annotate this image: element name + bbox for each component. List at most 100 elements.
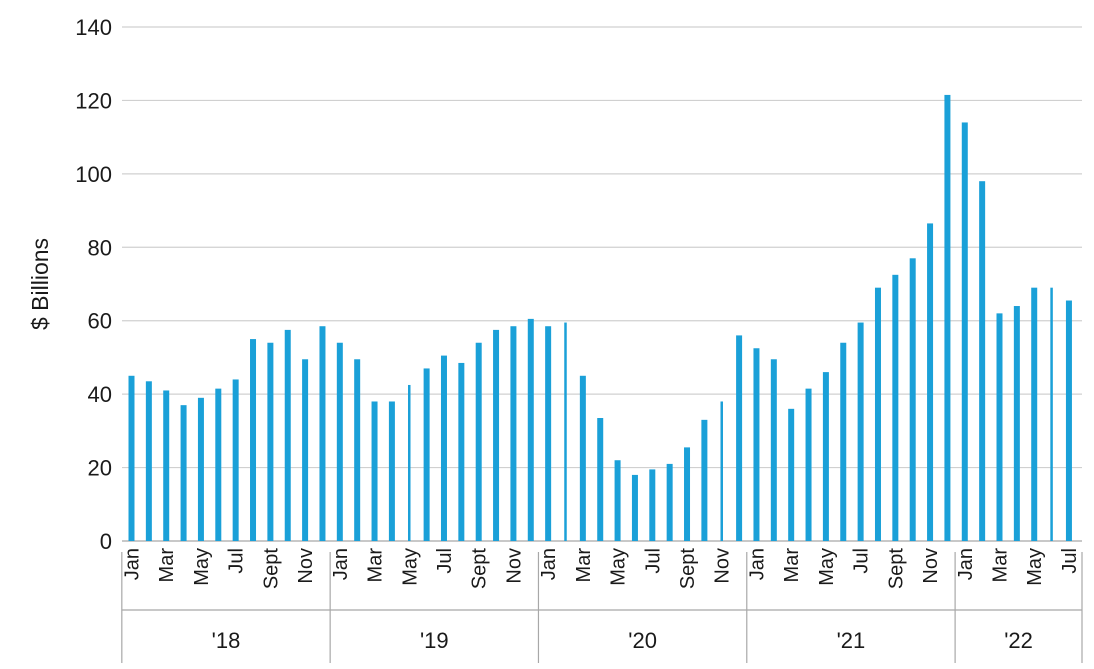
- y-tick-label: 120: [75, 88, 112, 113]
- bar: [753, 348, 760, 541]
- bar: [788, 408, 795, 541]
- year-label: '20: [628, 628, 657, 653]
- bar: [822, 372, 829, 541]
- x-tick-label: Jan: [330, 548, 352, 580]
- y-tick-label: 40: [88, 382, 112, 407]
- bar: [909, 258, 916, 541]
- year-label: '21: [837, 628, 866, 653]
- y-tick-label: 20: [88, 456, 112, 481]
- bar: [284, 329, 291, 541]
- x-tick-label: May: [191, 548, 213, 586]
- bar: [597, 418, 604, 541]
- bar: [336, 342, 343, 541]
- bar: [458, 362, 465, 541]
- x-tick-label: Mar: [573, 548, 595, 583]
- year-label: '22: [1004, 628, 1033, 653]
- bar: [163, 390, 170, 541]
- x-tick-label: May: [816, 548, 838, 586]
- x-axis: Jan Mar May Jul Sept Nov Jan Mar May Jul Sept Nov Ja…: [121, 548, 1083, 663]
- x-tick-label: Sept: [260, 548, 282, 590]
- bar: [440, 355, 447, 541]
- x-tick-label: May: [608, 548, 630, 586]
- x-tick-label: Nov: [295, 548, 317, 584]
- bar: [857, 322, 864, 541]
- bar: [720, 401, 723, 541]
- bar: [564, 322, 567, 541]
- x-tick-label: May: [1024, 548, 1046, 586]
- bar: [510, 326, 517, 541]
- x-tick-label: Mar: [365, 548, 387, 583]
- x-tick-label: Jan: [538, 548, 560, 580]
- bar: [892, 274, 899, 541]
- bar: [701, 419, 708, 541]
- bar: [979, 181, 986, 541]
- bar: [545, 326, 552, 541]
- bar: [805, 388, 812, 541]
- bar: [232, 379, 239, 541]
- x-tick-label: Jan: [955, 548, 977, 580]
- y-axis-title: $ Billions: [27, 238, 53, 330]
- bar: [493, 329, 500, 541]
- x-tick-label: Nov: [503, 548, 525, 584]
- y-tick-label: 80: [88, 235, 112, 260]
- bar: [267, 342, 274, 541]
- bar: [736, 335, 743, 541]
- bar: [1031, 287, 1038, 541]
- y-tick-label: 0: [100, 529, 112, 554]
- bar: [302, 359, 309, 541]
- bar: [423, 368, 430, 541]
- bar: [996, 313, 1003, 541]
- bar: [145, 381, 152, 541]
- bar: [961, 122, 968, 541]
- bar: [614, 460, 621, 541]
- bar: [631, 474, 638, 541]
- x-tick-label: Jan: [122, 548, 144, 580]
- bar: [197, 397, 204, 541]
- bar: [1013, 306, 1020, 541]
- gridlines: [122, 26, 1082, 542]
- bar: [770, 359, 777, 541]
- y-tick-label: 100: [75, 162, 112, 187]
- x-tick-label: Mar: [781, 548, 803, 583]
- x-tick-label: Mar: [990, 548, 1012, 583]
- x-tick-label: Mar: [156, 548, 178, 583]
- bar: [319, 326, 326, 541]
- x-tick-label: Jul: [1059, 548, 1081, 574]
- bar: [1065, 300, 1072, 541]
- bar: [927, 223, 934, 541]
- bar: [527, 318, 534, 541]
- bar: [371, 401, 378, 541]
- bar: [1050, 287, 1053, 541]
- bar: [354, 359, 361, 541]
- x-tick-label: May: [399, 548, 421, 586]
- x-tick-label: Sept: [885, 548, 907, 590]
- bars: [128, 94, 1072, 542]
- bar: [840, 342, 847, 541]
- y-tick-label: 60: [88, 309, 112, 334]
- bar: [180, 405, 187, 541]
- y-tick-label: 140: [75, 15, 112, 40]
- bar: [128, 375, 135, 541]
- bar: [684, 447, 691, 541]
- x-tick-label: Jul: [434, 548, 456, 574]
- bar: [874, 287, 881, 541]
- x-tick-label: Jul: [642, 548, 664, 574]
- bar: [408, 384, 411, 541]
- year-label: '19: [420, 628, 449, 653]
- bar: [388, 401, 395, 541]
- x-tick-label: Jan: [746, 548, 768, 580]
- bar: [579, 375, 586, 541]
- y-axis-tick-labels: 0 20 40 60 80 100 120 140: [75, 15, 112, 554]
- bar: [250, 339, 257, 541]
- x-tick-label: Jul: [226, 548, 248, 574]
- x-tick-label: Sept: [677, 548, 699, 590]
- bar: [215, 388, 222, 541]
- x-tick-label: Nov: [712, 548, 734, 584]
- x-tick-label: Nov: [920, 548, 942, 584]
- year-label: '18: [212, 628, 241, 653]
- bar: [944, 94, 951, 542]
- bar: [649, 469, 656, 541]
- x-tick-label: Jul: [851, 548, 873, 574]
- bar: [475, 342, 482, 541]
